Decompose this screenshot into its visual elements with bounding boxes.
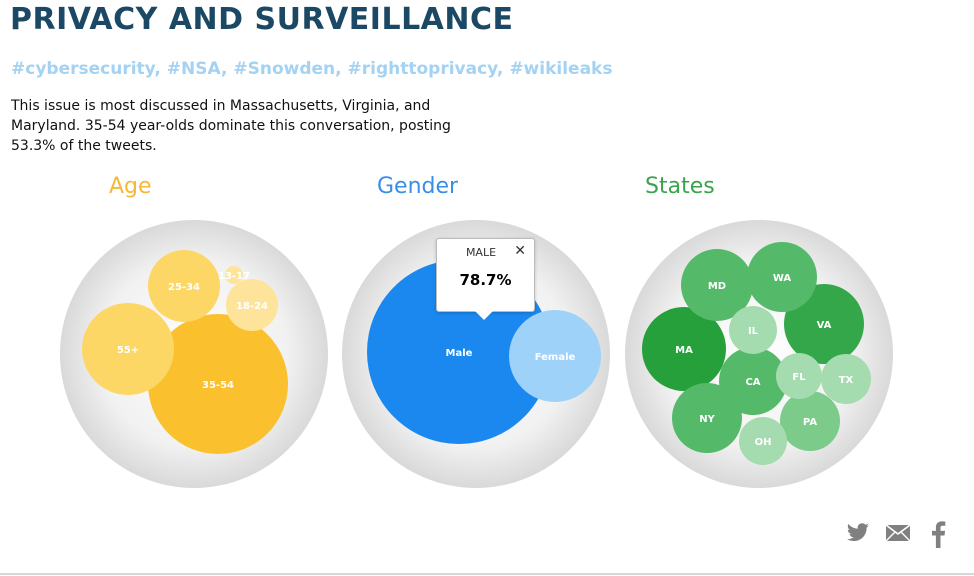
tooltip-arrow	[475, 311, 493, 320]
states-bubble-ma[interactable]	[642, 307, 726, 391]
states-label-oh: OH	[755, 437, 772, 448]
age-bubble-35-54[interactable]	[148, 314, 288, 454]
email-icon	[885, 524, 911, 542]
age-bubble-55-[interactable]	[82, 303, 174, 395]
email-share-button[interactable]	[885, 519, 911, 547]
bottom-divider	[0, 573, 974, 575]
tooltip-close-icon[interactable]: ✕	[514, 243, 526, 259]
gender-label-male: Male	[446, 348, 473, 359]
age-label-13-17: 13-17	[218, 271, 250, 282]
states-label-md: MD	[708, 281, 726, 292]
facebook-icon	[932, 521, 946, 548]
states-label-ny: NY	[699, 414, 715, 425]
gender-bubble-female[interactable]	[509, 310, 601, 402]
states-label-ma: MA	[675, 345, 693, 356]
age-chart-title: Age	[109, 174, 152, 199]
facebook-share-button[interactable]	[926, 519, 950, 549]
states-label-tx: TX	[839, 375, 854, 386]
age-label-25-34: 25-34	[168, 282, 200, 293]
states-bubble-fl[interactable]	[776, 353, 822, 399]
states-label-ca: CA	[745, 377, 760, 388]
tooltip-label: MALE	[465, 246, 497, 259]
states-label-il: IL	[748, 326, 759, 337]
age-label-55-: 55+	[117, 345, 139, 356]
states-chart-title: States	[645, 174, 715, 199]
twitter-icon	[846, 523, 869, 541]
male-tooltip: MALE ✕ 78.7%	[436, 238, 535, 320]
states-bubble-wa[interactable]	[747, 242, 817, 312]
hashtags: #cybersecurity, #NSA, #Snowden, #rightto…	[11, 59, 613, 79]
states-bubble-ny[interactable]	[672, 383, 742, 453]
states-label-va: VA	[817, 320, 832, 331]
age-label-18-24: 18-24	[236, 301, 268, 312]
states-label-wa: WA	[773, 273, 792, 284]
twitter-share-button[interactable]	[846, 519, 870, 547]
states-bubble-il[interactable]	[729, 306, 777, 354]
states-bubble-pa[interactable]	[780, 391, 840, 451]
tooltip-value: 78.7%	[459, 271, 512, 289]
age-bubble-18-24[interactable]	[226, 279, 278, 331]
states-bubble-ca[interactable]	[719, 347, 787, 415]
states-label-fl: FL	[792, 372, 806, 383]
states-bubble-tx[interactable]	[821, 354, 871, 404]
gender-label-female: Female	[535, 352, 576, 363]
page-title: PRIVACY AND SURVEILLANCE	[10, 2, 514, 37]
states-label-pa: PA	[803, 417, 817, 428]
states-bubble-oh[interactable]	[739, 417, 787, 465]
age-label-35-54: 35-54	[202, 380, 234, 391]
age-bubble-13-17[interactable]	[225, 266, 243, 284]
gender-chart-title: Gender	[377, 174, 459, 199]
states-bubble-md[interactable]	[681, 249, 753, 321]
description: This issue is most discussed in Massachu…	[11, 98, 451, 154]
age-bubble-25-34[interactable]	[148, 250, 220, 322]
